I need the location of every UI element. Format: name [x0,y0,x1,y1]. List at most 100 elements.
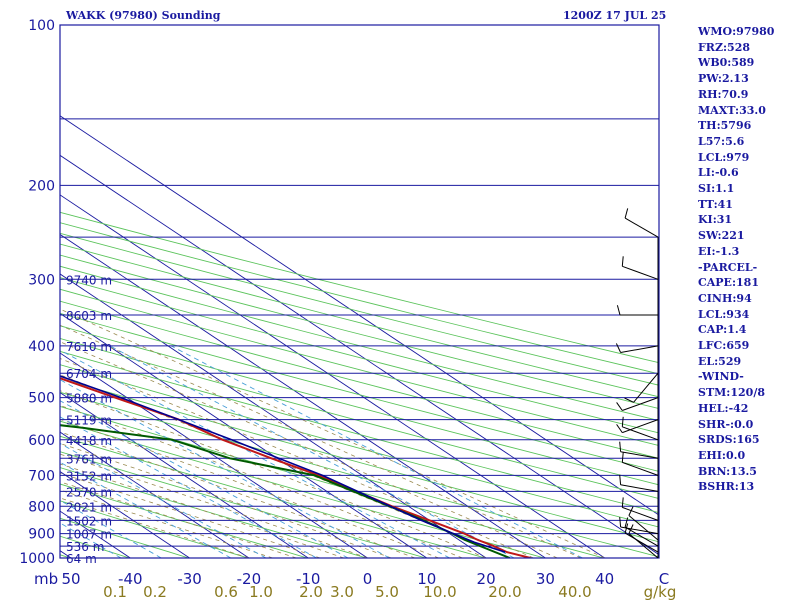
height-label: 4418 m [66,434,112,448]
height-label: 64 m [66,552,97,566]
index-line: BSHR:13 [698,480,755,494]
dry-adiabat [60,364,659,528]
pressure-tick-label: 1000 [19,551,55,567]
dry-adiabat [60,467,369,558]
temperature-tick-label: -20 [237,570,262,588]
pressure-tick-label: 200 [28,178,55,194]
wind-barb [616,305,658,316]
mixing-ratio-label: 3.0 [330,583,354,600]
dry-adiabat [60,288,659,446]
isotherm [60,233,546,558]
pressure-tick-label: 900 [28,527,55,543]
dry-adiabat [60,435,487,558]
sounding-title: WAKK (97980) Sounding [66,9,221,22]
pressure-tick-label: 600 [28,433,55,449]
temperature-tick-label: 20 [477,570,496,588]
background-lines [0,25,659,569]
indices-panel: WMO:97980 FRZ:528 WB0:589 PW:2.13 RH:70.9 MAX… [698,24,798,495]
dry-adiabat [60,254,659,410]
index-line: KI:31 [698,213,733,227]
dry-adiabat [60,300,659,459]
index-line: TH:5796 [698,119,752,133]
pressure-tick-labels: 100 200 300 400 500 600 700 800 900 1000 [19,18,55,567]
index-line: STM:120/8 [698,386,765,400]
mixing-ratio-label: 1.0 [249,583,273,600]
dry-adiabat [60,500,250,558]
index-line: WB0:589 [698,56,755,70]
isotherm [60,194,605,558]
mixing-ratio-label: 20.0 [488,583,521,600]
index-line: PW:2.13 [698,72,749,86]
wind-barb [621,497,659,521]
dry-adiabat [60,405,606,558]
dry-adiabat [60,232,659,386]
index-line: HEL:-42 [698,401,749,415]
dry-adiabat [60,350,659,514]
temperature-tick-label: 10 [417,570,436,588]
mixing-ratio-label: 10.0 [423,583,456,600]
mixing-ratio-label: 2.0 [299,583,323,600]
moist-adiabat [60,481,297,558]
wind-barb [621,256,659,280]
pressure-tick-label: 100 [28,18,55,34]
isotherm [60,273,487,558]
dry-adiabat [60,222,659,375]
dry-adiabat [60,211,659,364]
wind-barbs [615,208,659,559]
index-line: MAXT:33.0 [698,103,766,117]
temperature-profile [60,377,531,558]
temperature-tick-label: -30 [177,570,202,588]
mixing-ratio-label: 0.1 [103,583,127,600]
mixing-ratio-label: 40.0 [558,583,591,600]
temperature-tick-label: 50 [61,570,80,588]
temperature-tick-label: 0 [363,570,373,588]
moist-adiabat [60,358,534,558]
wind-barb [616,419,659,434]
index-line: SHR-:0.0 [698,417,754,431]
height-label: 7610 m [66,340,112,354]
height-label: 6704 m [66,367,112,381]
wind-barb [624,523,659,553]
mixing-ratio-label: g/kg [644,583,677,600]
index-line: SW:221 [698,229,745,243]
dry-adiabat [60,277,659,434]
wind-barb [619,441,659,459]
isotherm [60,391,309,558]
wind-barb [624,517,659,547]
wind-barb [624,372,659,403]
dry-adiabat [0,25,46,569]
mixing-ratio-label: 0.2 [143,583,167,600]
dry-adiabat [60,377,659,543]
temperature-tick-label: -10 [296,570,321,588]
wind-barb [624,208,659,238]
sounding-time: 1200Z 17 JUL 25 [563,9,667,22]
dry-adiabat [60,325,659,486]
moist-adiabat [60,341,558,558]
pressure-tick-label: 500 [28,391,55,407]
wind-barb [619,474,659,492]
dry-adiabat [60,265,659,422]
index-line: TT:41 [698,197,733,211]
plot-frame [59,24,660,559]
pressure-tick-label: 400 [28,339,55,355]
index-line: -PARCEL- [698,260,758,274]
index-line: SRDS:165 [698,433,760,447]
dry-adiabat [60,243,659,398]
mixing-ratio-line [170,345,583,558]
index-line: WMO:97980 [698,25,775,38]
index-line: EI:-1.3 [698,244,740,258]
height-label: 9740 m [66,273,112,287]
height-label: 5880 m [66,392,112,406]
dry-adiabat [60,337,659,500]
height-label: 8603 m [66,309,112,323]
isotherm [60,154,659,556]
isotherm [60,352,368,558]
wind-barb [619,517,659,535]
index-line: L57:5.6 [698,134,745,148]
temperature-tick-labels: 50 -40 -30 -20 -10 0 10 20 30 40 C [61,570,669,588]
height-label: 2570 m [66,485,112,499]
index-line: EL:529 [698,354,742,368]
height-label: 1007 m [66,528,112,542]
wind-barb [615,343,659,353]
